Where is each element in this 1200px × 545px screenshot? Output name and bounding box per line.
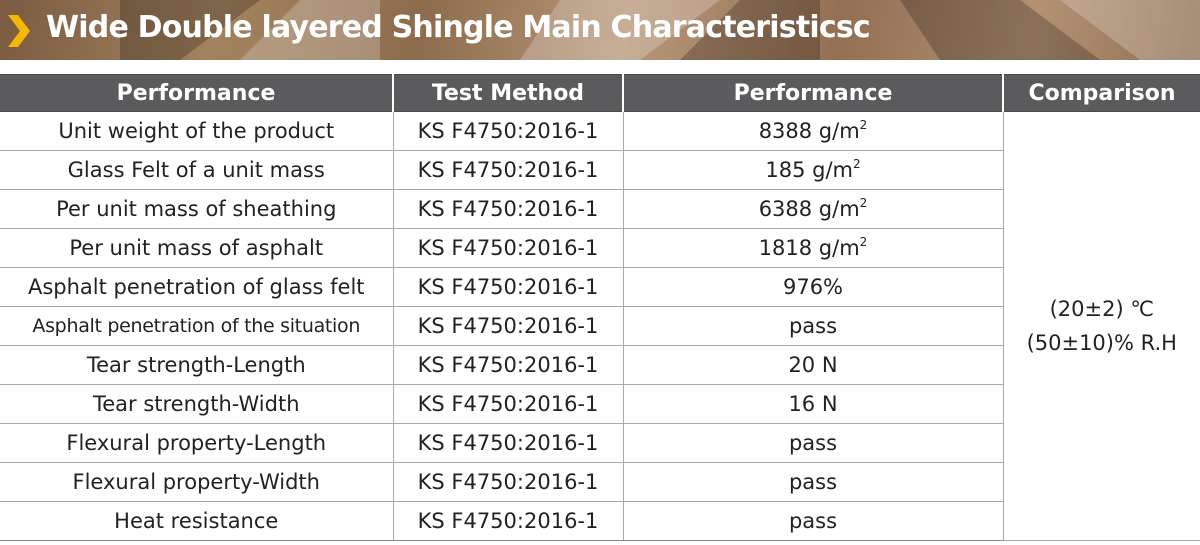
value-cell: 976% (622, 267, 1003, 307)
table-row: Asphalt penetration of glass felt KS F47… (0, 267, 1200, 307)
unit-superscript: 2 (859, 235, 868, 249)
method-cell: KS F4750:2016-1 (392, 501, 624, 541)
performance-cell: Per unit mass of sheathing (0, 189, 394, 229)
header-performance-value: Performance (622, 74, 1003, 112)
value-cell: 6388 g/m2 (622, 189, 1003, 229)
value-text: 20 N (788, 353, 838, 377)
table-header-row: Performance Test Method Performance Comp… (0, 74, 1200, 112)
performance-cell: Glass Felt of a unit mass (0, 150, 394, 190)
unit-superscript: 2 (859, 118, 868, 132)
value-text: pass (788, 509, 838, 533)
header-comparison: Comparison (1002, 74, 1200, 112)
performance-cell: Flexural property-Length (0, 423, 394, 463)
performance-cell: Flexural property-Width (0, 462, 394, 502)
method-cell: KS F4750:2016-1 (392, 267, 624, 307)
value-cell: pass (622, 501, 1003, 541)
chevron-right-icon (8, 15, 30, 47)
unit-superscript: 2 (852, 157, 861, 171)
value-text: 16 N (788, 392, 838, 416)
performance-cell: Asphalt penetration of the situation (0, 306, 394, 346)
value-cell: 20 N (622, 345, 1003, 385)
banner-texture (120, 0, 380, 60)
title-banner: Wide Double layered Shingle Main Charact… (0, 0, 1200, 60)
banner-texture (520, 0, 820, 60)
value-text: 6388 g/m (758, 197, 860, 221)
value-cell: pass (622, 306, 1003, 346)
method-cell: KS F4750:2016-1 (392, 150, 624, 190)
characteristics-table: Performance Test Method Performance Comp… (0, 74, 1200, 541)
value-text: pass (788, 431, 838, 455)
table-row: Flexural property-Length KS F4750:2016-1… (0, 423, 1200, 463)
performance-cell: Asphalt penetration of glass felt (0, 267, 394, 307)
table-row: Tear strength-Length KS F4750:2016-1 20 … (0, 345, 1200, 385)
value-cell: 8388 g/m2 (622, 111, 1004, 151)
method-cell: KS F4750:2016-1 (392, 384, 624, 424)
comparison-temperature: (20±2) ℃ (1049, 297, 1154, 321)
value-cell: pass (622, 462, 1003, 502)
value-cell: 16 N (622, 384, 1003, 424)
value-cell: 1818 g/m2 (622, 228, 1003, 268)
value-text: 8388 g/m (758, 119, 860, 143)
value-text: 1818 g/m (758, 236, 860, 260)
method-cell: KS F4750:2016-1 (392, 111, 624, 151)
performance-cell: Tear strength-Length (0, 345, 394, 385)
method-cell: KS F4750:2016-1 (392, 189, 624, 229)
unit-superscript: 2 (859, 196, 868, 210)
value-text: 976% (782, 275, 844, 299)
method-cell: KS F4750:2016-1 (392, 345, 624, 385)
method-cell: KS F4750:2016-1 (392, 228, 624, 268)
table-row: Asphalt penetration of the situation KS … (0, 306, 1200, 346)
table-row: Unit weight of the product KS F4750:2016… (0, 111, 1200, 541)
header-test-method: Test Method (392, 74, 623, 112)
method-cell: KS F4750:2016-1 (392, 423, 624, 463)
comparison-cell: (20±2) ℃ (50±10)% R.H (1002, 111, 1200, 541)
banner-texture (900, 0, 1200, 60)
value-text: pass (788, 314, 838, 338)
method-cell: KS F4750:2016-1 (392, 462, 624, 502)
value-text: pass (788, 470, 838, 494)
performance-cell: Unit weight of the product (0, 111, 394, 151)
value-cell: 185 g/m2 (622, 150, 1003, 190)
comparison-humidity: (50±10)% R.H (1026, 331, 1177, 355)
table-row: Per unit mass of sheathing KS F4750:2016… (0, 189, 1200, 229)
value-cell: pass (622, 423, 1003, 463)
value-text: 185 g/m (765, 158, 853, 182)
page-title: Wide Double layered Shingle Main Charact… (46, 10, 871, 45)
method-cell: KS F4750:2016-1 (392, 306, 624, 346)
performance-cell: Tear strength-Width (0, 384, 394, 424)
table-row: Per unit mass of asphalt KS F4750:2016-1… (0, 228, 1200, 268)
header-performance: Performance (0, 74, 393, 112)
table-row: Glass Felt of a unit mass KS F4750:2016-… (0, 150, 1200, 190)
table-row: Heat resistance KS F4750:2016-1 pass (0, 501, 1200, 541)
performance-cell: Per unit mass of asphalt (0, 228, 394, 268)
performance-cell: Heat resistance (0, 501, 394, 541)
